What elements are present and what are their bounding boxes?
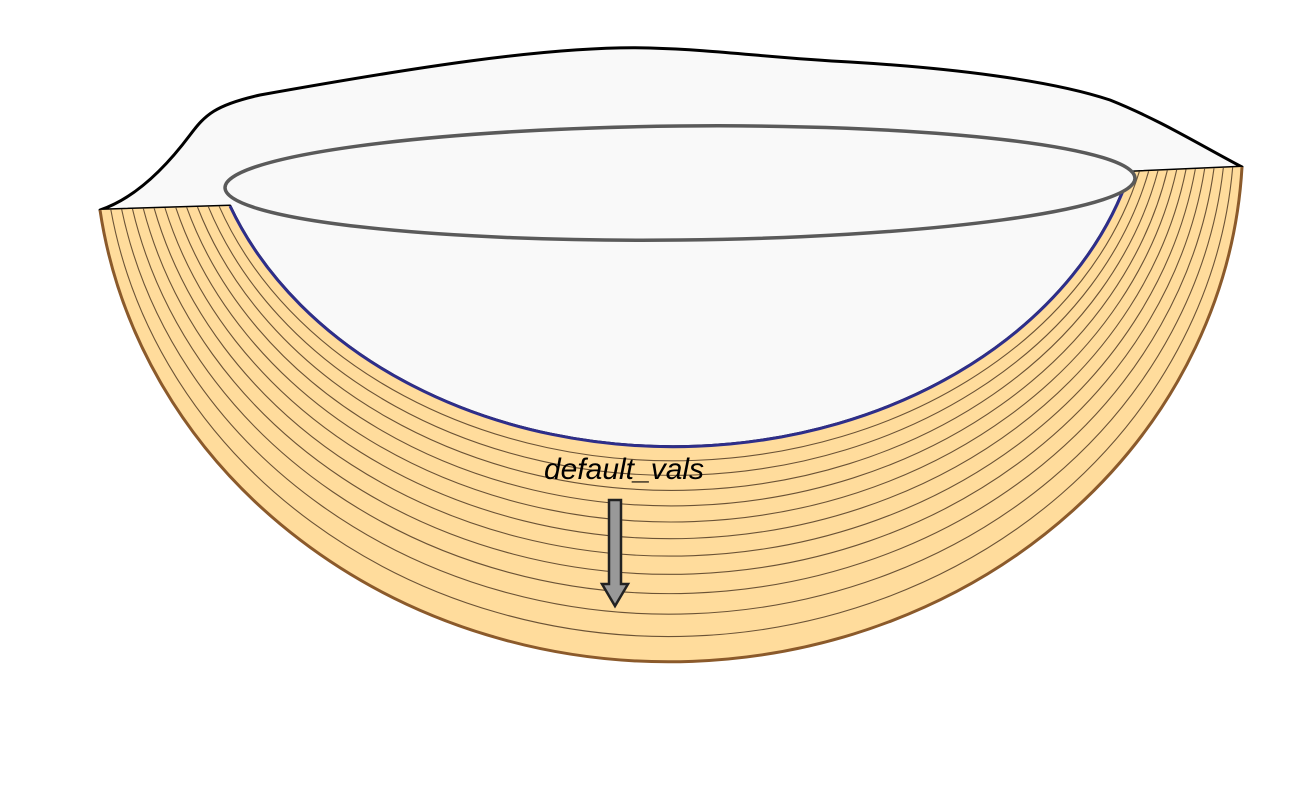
outer-wall-outline: [98, 166, 1244, 664]
layer-line: [196, 170, 1159, 491]
layer-line: [131, 168, 1215, 595]
down-arrow-icon: [599, 498, 631, 609]
layered-wall: [100, 167, 1242, 662]
layer-line: [207, 171, 1150, 476]
arrow-label: default_vals: [544, 453, 704, 486]
layer-line: [164, 169, 1187, 540]
layer-line: [142, 168, 1206, 575]
layer-line: [175, 169, 1178, 523]
layer-line: [121, 167, 1224, 615]
layer-line: [218, 171, 1140, 462]
inner-bowl-edge: [228, 171, 1132, 449]
layer-line: [153, 168, 1196, 557]
layer-lines: [110, 167, 1234, 638]
rim-ellipse: [223, 124, 1137, 242]
layer-line: [186, 170, 1168, 507]
layer-line: [110, 167, 1234, 638]
